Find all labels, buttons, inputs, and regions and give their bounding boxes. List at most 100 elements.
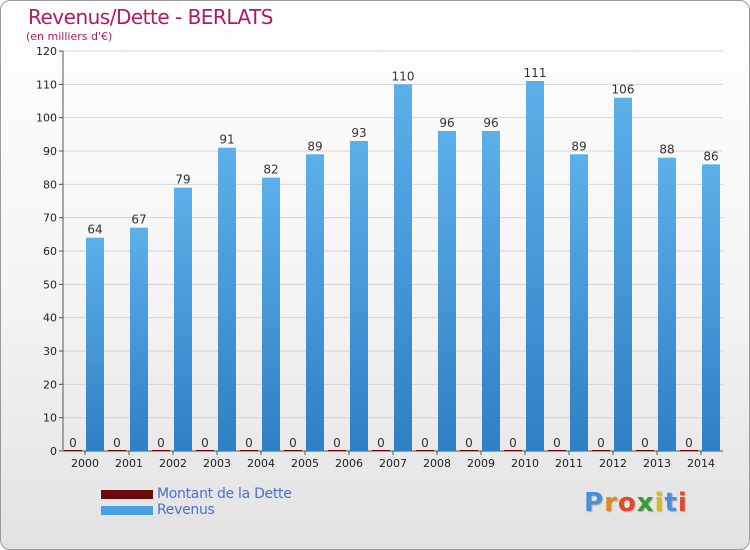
x-tick-label: 2001 xyxy=(115,457,143,470)
bar-revenue-2012 xyxy=(614,97,632,452)
bar-debt-2014 xyxy=(680,450,698,451)
y-tick-label: 10 xyxy=(43,412,57,425)
grid-lines xyxy=(63,50,723,419)
logo-letter: P xyxy=(584,488,605,518)
data-label-debt-2009: 0 xyxy=(465,436,473,450)
logo-letter: o xyxy=(617,488,637,518)
data-label-revenue-2005: 89 xyxy=(307,139,322,153)
y-tick-label: 20 xyxy=(43,378,57,391)
chart-title: Revenus/Dette - BERLATS xyxy=(28,5,273,29)
data-label-revenue-2002: 79 xyxy=(175,173,190,187)
data-label-debt-2013: 0 xyxy=(641,436,649,450)
data-label-revenue-2006: 93 xyxy=(351,126,366,140)
axes xyxy=(59,50,723,455)
y-tick-label: 100 xyxy=(36,112,57,125)
proxiti-logo: Proxiti xyxy=(584,488,688,518)
data-label-debt-2002: 0 xyxy=(157,436,165,450)
y-tick-label: 0 xyxy=(50,445,57,458)
data-label-debt-2007: 0 xyxy=(377,436,385,450)
legend: Montant de la Dette Revenus xyxy=(101,486,361,518)
x-tick-label: 2014 xyxy=(687,457,715,470)
bar-revenue-2004 xyxy=(262,177,280,451)
bar-debt-2004 xyxy=(240,450,258,451)
x-tick-label: 2004 xyxy=(247,457,275,470)
y-tick-label: 40 xyxy=(43,312,57,325)
legend-item-revenue: Revenus xyxy=(101,502,361,518)
bar-debt-2010 xyxy=(504,450,522,451)
data-label-debt-2001: 0 xyxy=(113,436,121,450)
x-tick-label: 2008 xyxy=(423,457,451,470)
logo-letter: i xyxy=(677,488,688,518)
legend-swatch-revenue xyxy=(101,506,153,515)
x-tick-label: 2005 xyxy=(291,457,319,470)
bar-debt-2002 xyxy=(152,450,170,451)
x-tick-label: 2013 xyxy=(643,457,671,470)
legend-label-revenue: Revenus xyxy=(157,502,215,518)
data-label-revenue-2000: 64 xyxy=(87,223,102,237)
bar-revenue-2008 xyxy=(438,131,456,451)
bar-revenue-2010 xyxy=(526,81,544,451)
x-tick-label: 2002 xyxy=(159,457,187,470)
logo-letter: r xyxy=(604,488,618,518)
data-label-revenue-2013: 88 xyxy=(659,143,674,157)
x-tick-label: 2010 xyxy=(511,457,539,470)
data-label-debt-2006: 0 xyxy=(333,436,341,450)
data-label-revenue-2008: 96 xyxy=(439,116,454,130)
data-label-debt-2003: 0 xyxy=(201,436,209,450)
data-label-revenue-2004: 82 xyxy=(263,163,278,177)
chart-subtitle: (en milliers d'€) xyxy=(26,30,113,43)
bar-debt-2012 xyxy=(592,450,610,451)
y-tick-label: 110 xyxy=(36,78,57,91)
y-tick-label: 70 xyxy=(43,212,57,225)
data-label-debt-2010: 0 xyxy=(509,436,517,450)
data-labels: 0 64 0 67 0 79 0 91 0 82 0 89 0 93 0 110 0 96 0 96 0 111 0 89 0 1… xyxy=(69,66,718,450)
data-label-debt-2000: 0 xyxy=(69,436,77,450)
data-label-revenue-2001: 67 xyxy=(131,213,146,227)
bars xyxy=(64,81,720,452)
legend-label-debt: Montant de la Dette xyxy=(157,486,292,502)
bar-revenue-2003 xyxy=(218,147,236,451)
y-tick-label: 60 xyxy=(43,245,57,258)
logo-letter: i xyxy=(654,488,665,518)
tick-labels: 0 10 20 30 40 50 60 70 80 90 100 110 120 2000 2001 2002… xyxy=(36,45,715,470)
bar-revenue-2002 xyxy=(174,187,192,451)
data-label-debt-2005: 0 xyxy=(289,436,297,450)
logo-letter: t xyxy=(664,488,678,518)
legend-item-debt: Montant de la Dette xyxy=(101,486,361,502)
logo-letter: x xyxy=(636,488,655,518)
bar-debt-2005 xyxy=(284,450,302,451)
x-tick-label: 2011 xyxy=(555,457,583,470)
bar-revenue-2007 xyxy=(394,84,412,451)
y-tick-label: 50 xyxy=(43,278,57,291)
data-label-revenue-2007: 110 xyxy=(392,69,415,83)
bar-debt-2006 xyxy=(328,450,346,451)
data-label-debt-2004: 0 xyxy=(245,436,253,450)
bar-revenue-2001 xyxy=(130,227,148,451)
data-label-debt-2012: 0 xyxy=(597,436,605,450)
data-label-revenue-2009: 96 xyxy=(483,116,498,130)
data-label-debt-2008: 0 xyxy=(421,436,429,450)
bar-debt-2011 xyxy=(548,450,566,451)
x-tick-label: 2003 xyxy=(203,457,231,470)
x-tick-label: 2009 xyxy=(467,457,495,470)
data-label-revenue-2010: 111 xyxy=(524,66,547,80)
legend-swatch-debt xyxy=(101,490,153,499)
y-tick-label: 90 xyxy=(43,145,57,158)
y-tick-label: 30 xyxy=(43,345,57,358)
bar-debt-2001 xyxy=(108,450,126,451)
data-label-revenue-2014: 86 xyxy=(703,149,718,163)
data-label-debt-2014: 0 xyxy=(685,436,693,450)
x-tick-label: 2012 xyxy=(599,457,627,470)
x-tick-label: 2007 xyxy=(379,457,407,470)
bar-revenue-2009 xyxy=(482,131,500,451)
data-label-revenue-2011: 89 xyxy=(571,139,586,153)
bar-revenue-2006 xyxy=(350,141,368,451)
bar-debt-2000 xyxy=(64,450,82,451)
bar-debt-2008 xyxy=(416,450,434,451)
y-tick-label: 120 xyxy=(36,45,57,58)
bar-revenue-2000 xyxy=(86,237,104,451)
bar-revenue-2014 xyxy=(702,164,720,452)
bar-revenue-2011 xyxy=(570,154,588,452)
